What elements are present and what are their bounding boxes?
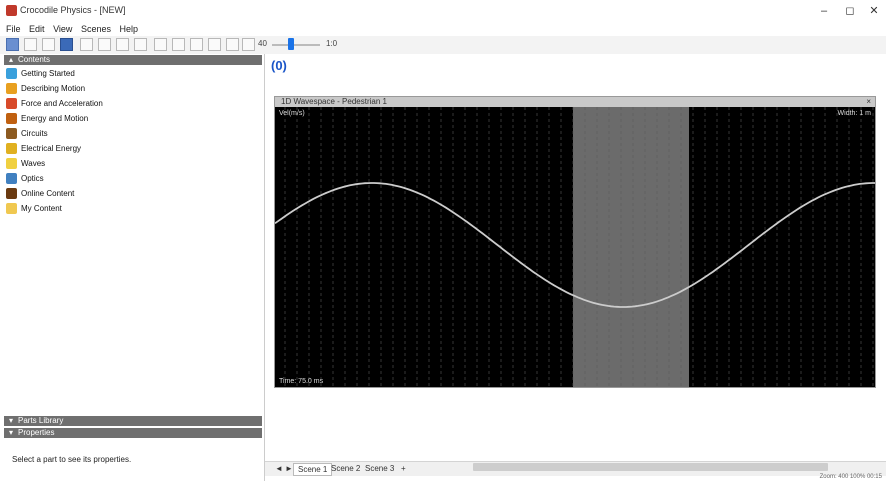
- graph-time-label: Time: 75.0 ms: [279, 378, 324, 385]
- status-bar-text: Zoom: 400 100% 00:15: [819, 474, 882, 480]
- speed-slider-thumb[interactable]: [288, 38, 294, 50]
- pointer-icon[interactable]: [226, 38, 239, 51]
- contents-item[interactable]: Waves: [6, 156, 256, 171]
- contents-item[interactable]: Describing Motion: [6, 81, 256, 96]
- contents-item-label: My Content: [21, 204, 62, 213]
- vertical-gridlines: [284, 107, 874, 387]
- globe-icon: [6, 188, 17, 199]
- minimize-button[interactable]: –: [820, 5, 828, 17]
- parts-library-header[interactable]: ▾ Parts Library: [4, 416, 262, 426]
- contents-item[interactable]: Optics: [6, 171, 256, 186]
- properties-header[interactable]: ▾ Properties: [4, 428, 262, 438]
- chevron-down-icon: ▾: [8, 416, 13, 425]
- properties-hint: Select a part to see its properties.: [12, 455, 132, 464]
- zoom-in-icon[interactable]: [190, 38, 203, 51]
- tabs-next-icon[interactable]: ►: [285, 464, 293, 473]
- tabs-prev-icon[interactable]: ◄: [275, 464, 283, 473]
- window-title: Crocodile Physics - [NEW]: [20, 5, 126, 15]
- contents-item-label: Circuits: [21, 129, 48, 138]
- contents-item[interactable]: Online Content: [6, 186, 256, 201]
- chevron-up-icon: ▴: [8, 55, 13, 64]
- contents-item-label: Waves: [21, 159, 46, 168]
- contents-item-label: Energy and Motion: [21, 114, 89, 123]
- rocket-icon: [6, 68, 17, 79]
- zoom-max-label: 1:0: [326, 39, 338, 48]
- tab-scene-3[interactable]: Scene 3: [365, 464, 395, 473]
- save-icon[interactable]: [60, 38, 73, 51]
- new-file-icon[interactable]: [24, 38, 37, 51]
- redo-icon[interactable]: [172, 38, 185, 51]
- tab-scene-2[interactable]: Scene 2: [331, 464, 361, 473]
- scene-number-label: (0): [271, 58, 287, 73]
- pause-icon[interactable]: [242, 38, 255, 51]
- motion-icon: [6, 83, 17, 94]
- menu-view[interactable]: View: [53, 24, 73, 34]
- contents-item[interactable]: My Content: [6, 201, 256, 216]
- copy-icon[interactable]: [116, 38, 129, 51]
- graph-title-bar[interactable]: 1D Wavespace - Pedestrian 1 ×: [275, 97, 875, 107]
- speed-slider-track[interactable]: [272, 44, 320, 46]
- contents-item-label: Optics: [21, 174, 44, 183]
- graph-window[interactable]: 1D Wavespace - Pedestrian 1 × Vel(m/s) W…: [274, 96, 876, 388]
- contents-tree: Getting Started Describing Motion Force an…: [6, 66, 256, 216]
- graph-close-icon[interactable]: ×: [866, 97, 871, 106]
- zoom-out-icon[interactable]: [208, 38, 221, 51]
- force-icon: [6, 98, 17, 109]
- tab-scene-1[interactable]: Scene 1: [293, 463, 333, 476]
- toolbar: 40 1:0: [0, 36, 886, 55]
- contents-item-label: Force and Acceleration: [21, 99, 103, 108]
- scene-canvas[interactable]: (0) 1D Wavespace - Pedestrian 1 × Vel(m/…: [265, 54, 886, 481]
- undo-icon[interactable]: [154, 38, 167, 51]
- cut-icon[interactable]: [98, 38, 111, 51]
- menu-bar: File Edit View Scenes Help: [0, 22, 886, 36]
- menu-help[interactable]: Help: [119, 24, 138, 34]
- chevron-down-icon: ▾: [8, 428, 13, 437]
- graph-top-right-label: Width: 1 m: [838, 110, 872, 117]
- add-scene-button[interactable]: +: [401, 464, 406, 473]
- contents-item-label: Online Content: [21, 189, 75, 198]
- contents-item[interactable]: Circuits: [6, 126, 256, 141]
- contents-item[interactable]: Force and Acceleration: [6, 96, 256, 111]
- contents-item-label: Electrical Energy: [21, 144, 82, 153]
- graph-title: 1D Wavespace - Pedestrian 1: [281, 97, 387, 106]
- print-icon[interactable]: [80, 38, 93, 51]
- app-logo-icon: [6, 5, 17, 16]
- home-icon[interactable]: [6, 38, 19, 51]
- left-panel: ▴ Contents Getting Started Describing Moti…: [0, 54, 265, 481]
- menu-edit[interactable]: Edit: [29, 24, 45, 34]
- menu-scenes[interactable]: Scenes: [80, 24, 111, 34]
- title-bar: Crocodile Physics - [NEW] – ◻ ✕: [0, 0, 886, 22]
- wave-curve: [275, 182, 875, 308]
- highlight-region: [573, 107, 689, 387]
- contents-item-label: Describing Motion: [21, 84, 86, 93]
- contents-item[interactable]: Getting Started: [6, 66, 256, 81]
- horizontal-scrollbar[interactable]: [473, 463, 828, 471]
- folder-icon: [6, 203, 17, 214]
- open-folder-icon[interactable]: [42, 38, 55, 51]
- wave-plot[interactable]: Vel(m/s) Width: 1 m Time: 75.0 ms: [275, 107, 875, 387]
- battery-icon: [6, 143, 17, 154]
- graph-top-left-label: Vel(m/s): [279, 110, 305, 117]
- wave-icon: [6, 158, 17, 169]
- contents-item-label: Getting Started: [21, 69, 75, 78]
- energy-icon: [6, 113, 17, 124]
- close-button[interactable]: ✕: [869, 5, 879, 17]
- zoom-min-label: 40: [258, 39, 267, 48]
- contents-item[interactable]: Electrical Energy: [6, 141, 256, 156]
- paste-icon[interactable]: [134, 38, 147, 51]
- optics-icon: [6, 173, 17, 184]
- contents-header[interactable]: ▴ Contents: [4, 55, 262, 65]
- contents-item[interactable]: Energy and Motion: [6, 111, 256, 126]
- circuit-icon: [6, 128, 17, 139]
- maximize-button[interactable]: ◻: [845, 5, 855, 17]
- menu-file[interactable]: File: [6, 24, 21, 34]
